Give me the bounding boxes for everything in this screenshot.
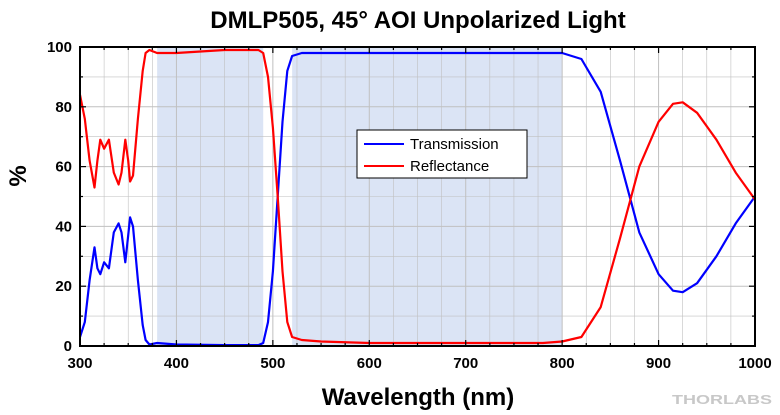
y-tick-label: 80	[55, 99, 72, 116]
x-tick-label: 800	[550, 355, 575, 372]
y-tick-labels: 0 20 40 60 80 100	[47, 39, 72, 355]
x-tick-labels: 300 400 500 600 700 800 900 1000	[67, 355, 771, 372]
chart-title: DMLP505, 45° AOI Unpolarized Light	[210, 7, 625, 34]
y-tick-label: 100	[47, 39, 72, 56]
series-line-transmission	[78, 51, 756, 347]
x-tick-label: 300	[67, 355, 92, 372]
series-lines	[78, 48, 756, 347]
y-tick-label: 0	[64, 338, 72, 355]
x-tick-label: 400	[164, 355, 189, 372]
y-tick-label: 60	[55, 159, 72, 176]
legend: Transmission Reflectance	[356, 129, 528, 179]
series-line-reflectance	[78, 48, 756, 345]
x-tick-label: 700	[453, 355, 478, 372]
y-axis-label: %	[5, 165, 32, 186]
legend-label-transmission: Transmission	[410, 136, 499, 153]
grid-lines	[80, 47, 755, 346]
legend-label-reflectance: Reflectance	[410, 158, 489, 175]
x-tick-label: 1000	[738, 355, 771, 372]
x-tick-label: 900	[646, 355, 671, 372]
x-axis-label: Wavelength (nm)	[322, 384, 514, 411]
x-tick-label: 500	[260, 355, 285, 372]
axis-ticks	[79, 46, 756, 347]
y-tick-label: 40	[55, 218, 72, 235]
x-tick-label: 600	[357, 355, 382, 372]
legend-box	[356, 129, 528, 179]
y-tick-label: 20	[55, 278, 72, 295]
thorlabs-watermark: THORLABS	[672, 392, 772, 407]
